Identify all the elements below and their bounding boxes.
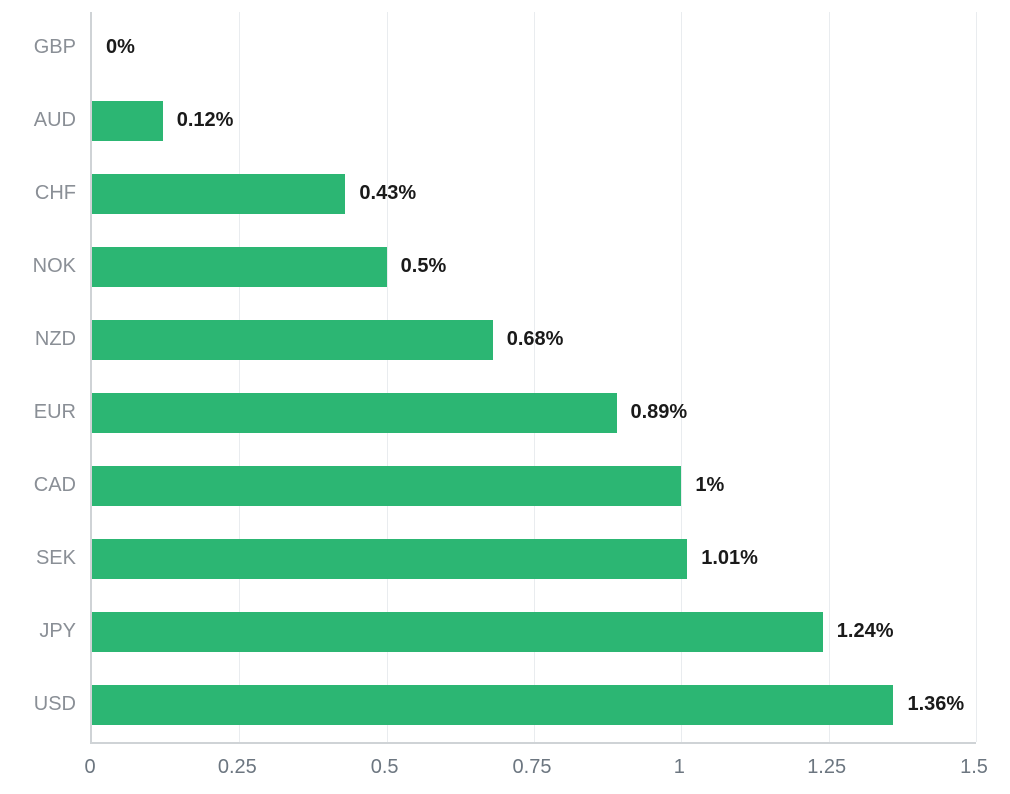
bar-value-label: 1% — [695, 474, 724, 497]
category-label: AUD — [34, 109, 76, 132]
bar-row: 1.24% — [92, 612, 976, 652]
bar-row: 1% — [92, 466, 976, 506]
x-tick-label: 1.25 — [807, 756, 846, 779]
bar-value-label: 0.68% — [507, 328, 564, 351]
bar — [92, 320, 493, 360]
bar-value-label: 0% — [106, 36, 135, 59]
bar-row: 0.43% — [92, 174, 976, 214]
x-tick-label: 0.75 — [513, 756, 552, 779]
x-tick-label: 1.5 — [960, 756, 988, 779]
bar — [92, 247, 387, 287]
category-label: GBP — [34, 36, 76, 59]
bar-row: 0% — [92, 28, 976, 68]
x-tick-label: 0 — [84, 756, 95, 779]
bar-value-label: 0.5% — [401, 255, 447, 278]
bar-value-label: 0.12% — [177, 109, 234, 132]
bar — [92, 393, 617, 433]
bar-row: 1.01% — [92, 539, 976, 579]
bar-value-label: 0.43% — [359, 182, 416, 205]
bar-row: 0.89% — [92, 393, 976, 433]
bar-row: 0.68% — [92, 320, 976, 360]
bar-row: 1.36% — [92, 685, 976, 725]
bar — [92, 612, 823, 652]
category-label: CAD — [34, 474, 76, 497]
bar-value-label: 1.01% — [701, 547, 758, 570]
category-label: NOK — [33, 255, 76, 278]
bar-row: 0.5% — [92, 247, 976, 287]
plot-area: 0% 0.12% 0.43% 0.5% 0.68% 0.89% 1% 1.01% 1.24% 1.… — [90, 12, 976, 744]
bar — [92, 466, 681, 506]
category-label: USD — [34, 693, 76, 716]
bar — [92, 174, 345, 214]
x-tick-label: 0.5 — [371, 756, 399, 779]
category-label: JPY — [39, 620, 76, 643]
category-label: CHF — [35, 182, 76, 205]
bar-value-label: 1.24% — [837, 620, 894, 643]
bar — [92, 101, 163, 141]
currency-bar-chart: 0% 0.12% 0.43% 0.5% 0.68% 0.89% 1% 1.01% 1.24% 1.… — [0, 0, 1010, 794]
x-gridline — [976, 12, 977, 742]
x-tick-label: 0.25 — [218, 756, 257, 779]
x-tick-label: 1 — [674, 756, 685, 779]
bar-row: 0.12% — [92, 101, 976, 141]
bar — [92, 539, 687, 579]
category-label: EUR — [34, 401, 76, 424]
bar-value-label: 1.36% — [907, 693, 964, 716]
category-label: SEK — [36, 547, 76, 570]
category-label: NZD — [35, 328, 76, 351]
bar — [92, 685, 893, 725]
bar-value-label: 0.89% — [631, 401, 688, 424]
